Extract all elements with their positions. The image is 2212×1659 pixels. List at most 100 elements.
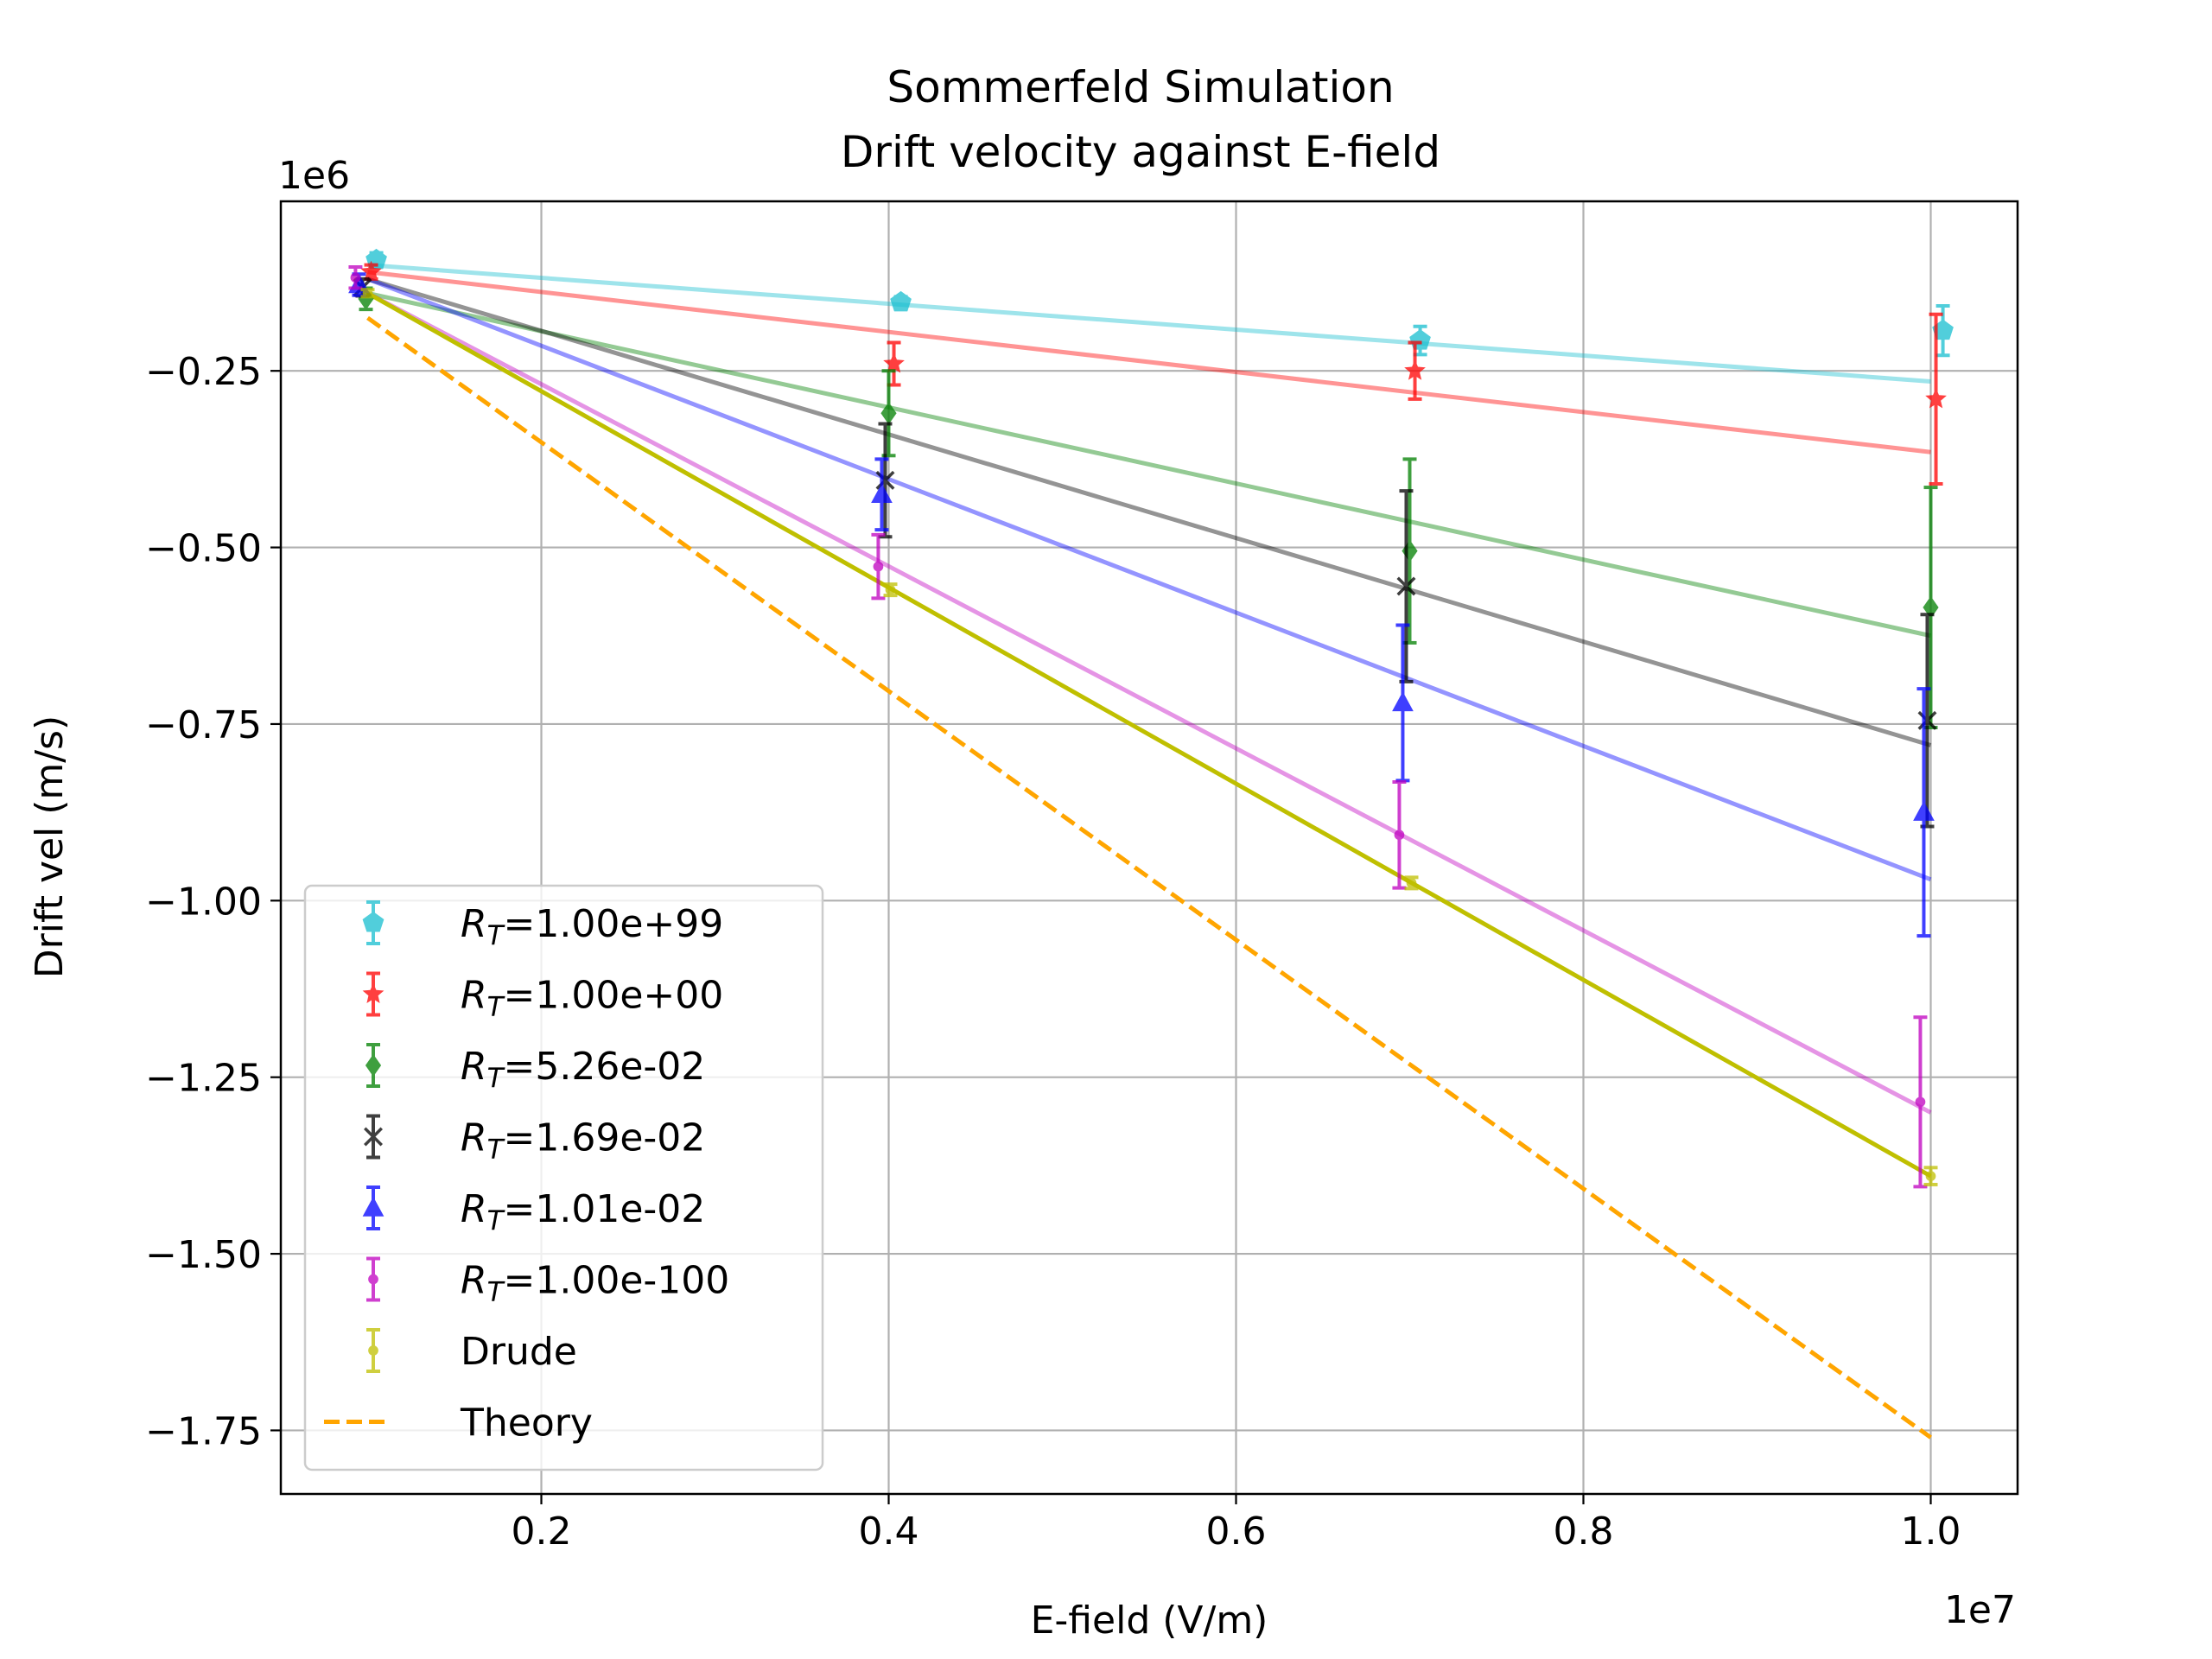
legend-marker-swatch [364,1114,383,1160]
point-marker [1404,359,1426,380]
y-offset-label: 1e6 [278,154,350,198]
legend-item-r-t-1-00e-99: RT=1.00e+99 [362,900,723,951]
legend-marker [368,1274,378,1285]
y-tick-label: −1.75 [145,1409,262,1453]
point-marker [1925,387,1947,409]
point-marker [883,353,905,373]
y-tick-label: −1.50 [145,1233,262,1277]
legend-label: RT=1.00e-100 [461,1259,729,1308]
data-point-r-t-1-69e-02 [1396,489,1416,683]
legend-label: Drude [461,1330,577,1374]
legend-marker [362,1197,385,1217]
point-marker [873,561,884,572]
point-marker [1925,1171,1936,1181]
x-tick-label: 1.0 [1901,1510,1961,1554]
data-point-r-t-1-01e-02 [1392,623,1414,783]
data-point-drude [883,582,898,598]
point-marker [1402,539,1418,563]
point-marker [875,470,895,490]
point-marker [1394,830,1405,841]
data-point-r-t-1-01e-02 [1913,687,1935,938]
x-tick-label: 0.8 [1554,1510,1614,1554]
legend-marker-swatch [366,1256,380,1302]
legend-label: RT=1.69e-02 [461,1116,705,1166]
point-marker [350,272,361,283]
axis-ticks: 0.2 0.4 0.6 0.8 1.0 −0.25 −0.50 −0.75 −1.00 −1.25… [145,350,1961,1554]
legend-marker-swatch [365,1043,382,1088]
legend-item-r-t-1-00e-00: RT=1.00e+00 [362,971,723,1023]
chart-subtitle: Drift velocity against E-field [841,127,1440,177]
chart-title: Sommerfeld Simulation [887,62,1394,112]
legend-item-r-t-1-01e-02: RT=1.01e-02 [362,1185,705,1236]
y-tick-label: −0.50 [145,527,262,571]
point-marker [360,260,382,282]
fit-line-r-t-5-26e-02 [366,290,1932,639]
point-marker [1913,801,1935,821]
legend-label: RT=1.00e+00 [461,974,723,1023]
point-marker [362,288,373,299]
data-point-r-t-1-69e-02 [875,422,895,539]
data-points [348,248,1954,1189]
legend-item-theory: Theory [324,1402,593,1446]
fit-line-r-t-1-01e-02 [366,276,1932,882]
legend-label: RT=5.26e-02 [461,1045,705,1094]
data-point-r-t-1-00e-99 [890,290,912,312]
axes-frame [279,200,2019,1496]
legend-marker [368,1345,378,1356]
legend-marker [365,1054,382,1077]
y-tick-label: −0.25 [145,350,262,394]
legend-marker [362,982,385,1003]
data-point-r-t-1-00e-100 [871,532,886,601]
x-tick-label: 0.2 [512,1510,572,1554]
legend-item-r-t-1-00e-100: RT=1.00e-100 [366,1256,729,1308]
point-marker [1396,576,1416,596]
data-point-r-t-1-00e-100 [1392,779,1407,890]
legend-item-drude: Drude [366,1328,577,1374]
point-marker [890,290,912,312]
fit-lines [366,263,1932,1440]
point-marker [1392,691,1414,712]
point-marker [1406,878,1417,888]
point-marker [885,584,896,595]
fit-line-r-t-1-00e-99 [367,263,1931,384]
data-point-r-t-1-00e-100 [1913,1015,1928,1189]
legend-label: RT=1.00e+99 [461,902,723,951]
legend: RT=1.00e+99 RT=1.00e+00 RT=5.26e-02 RT=1.69… [303,884,824,1471]
theory-line [366,315,1932,1440]
legend-box [303,884,824,1471]
fit-line-r-t-1-00e-00 [367,270,1931,454]
data-point-r-t-5-26e-02 [880,369,897,458]
legend-marker-swatch [362,1185,385,1230]
legend-marker-swatch [362,971,385,1017]
point-marker [880,402,897,425]
y-axis-label: Drift vel (m/s) [28,715,72,978]
fit-line-r-t-1-00e-100 [366,291,1932,1115]
legend-item-r-t-1-69e-02: RT=1.69e-02 [364,1114,705,1166]
legend-marker-swatch [366,1328,380,1373]
y-tick-label: −0.75 [145,703,262,747]
y-tick-label: −1.00 [145,880,262,924]
legend-marker [362,912,385,932]
data-point-r-t-1-00e-100 [348,265,363,290]
legend-marker [364,1127,383,1147]
x-offset-label: 1e7 [1944,1588,2016,1632]
legend-label: Theory [460,1402,593,1446]
x-tick-label: 0.6 [1206,1510,1267,1554]
fit-line-r-t-1-69e-02 [366,276,1932,747]
legend-marker-swatch [362,900,385,945]
data-point-drude [360,288,375,299]
x-axis-label: E-field (V/m) [1031,1599,1268,1643]
point-marker [1917,710,1937,730]
point-marker [1915,1096,1926,1108]
data-point-drude [1923,1166,1938,1186]
x-tick-label: 0.4 [859,1510,919,1554]
y-tick-label: −1.25 [145,1057,262,1101]
legend-label: RT=1.01e-02 [461,1187,705,1236]
point-marker [871,483,893,504]
data-point-r-t-1-00e-00 [1925,312,1947,486]
legend-item-r-t-5-26e-02: RT=5.26e-02 [365,1043,705,1094]
fit-line-drude [366,291,1932,1179]
data-point-drude [1404,875,1419,891]
data-point-r-t-1-00e-00 [1404,340,1426,401]
